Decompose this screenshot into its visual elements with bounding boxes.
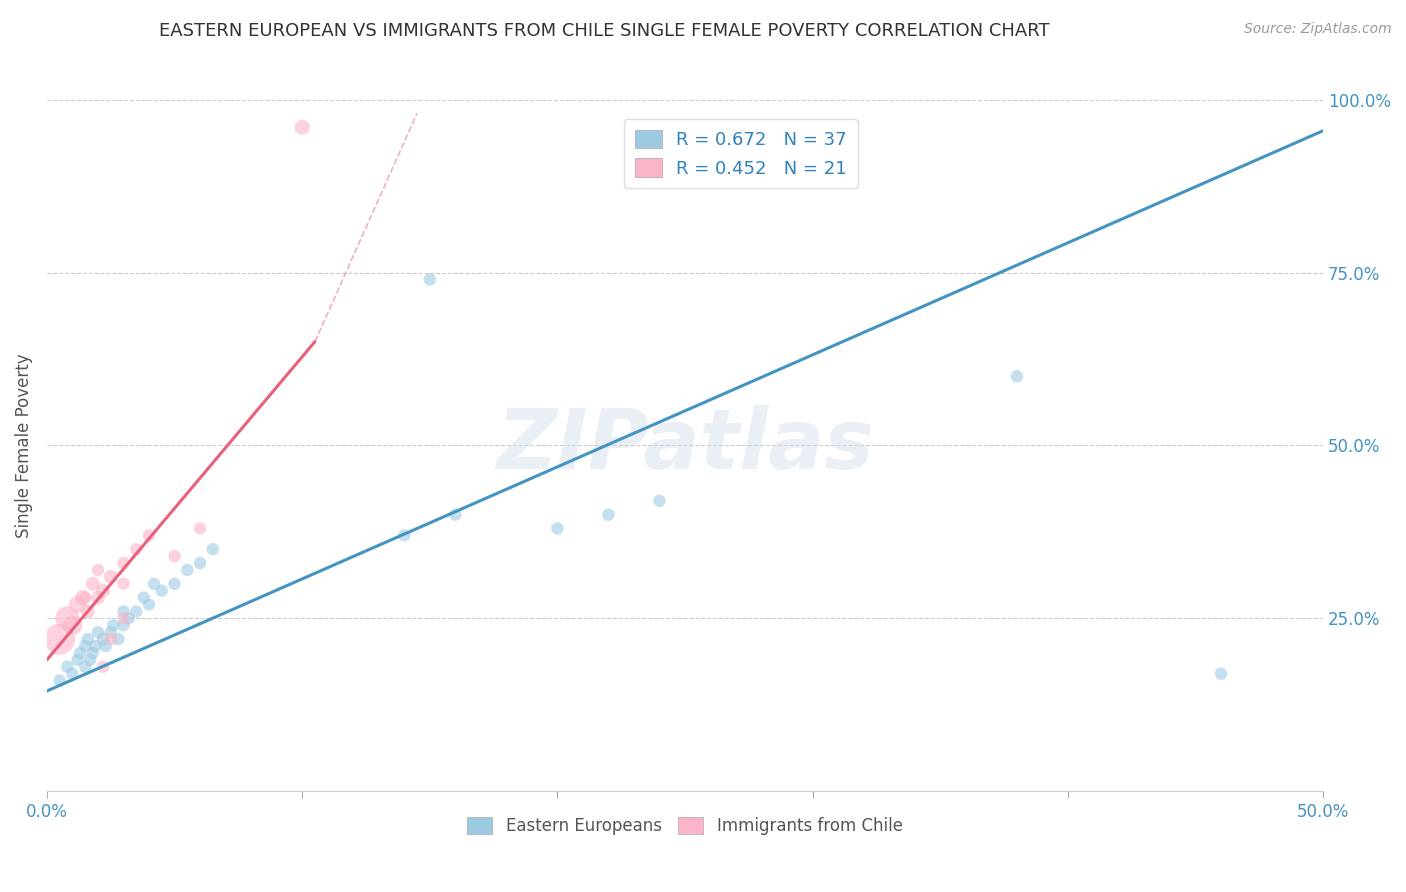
Text: EASTERN EUROPEAN VS IMMIGRANTS FROM CHILE SINGLE FEMALE POVERTY CORRELATION CHAR: EASTERN EUROPEAN VS IMMIGRANTS FROM CHIL…	[159, 22, 1050, 40]
Point	[79, 653, 101, 667]
Point	[87, 591, 110, 605]
Point	[76, 604, 98, 618]
Point	[444, 508, 467, 522]
Point	[150, 583, 173, 598]
Point	[648, 493, 671, 508]
Point	[201, 542, 224, 557]
Point	[107, 632, 129, 646]
Point	[62, 666, 84, 681]
Point	[188, 521, 211, 535]
Point	[91, 660, 114, 674]
Point	[163, 576, 186, 591]
Point	[72, 591, 94, 605]
Point	[76, 632, 98, 646]
Point	[163, 549, 186, 563]
Point	[1005, 369, 1028, 384]
Point	[117, 611, 139, 625]
Point	[87, 625, 110, 640]
Point	[112, 618, 135, 632]
Point	[125, 542, 148, 557]
Point	[419, 272, 441, 286]
Point	[75, 591, 97, 605]
Point	[125, 604, 148, 618]
Point	[1209, 666, 1232, 681]
Point	[176, 563, 198, 577]
Legend: Eastern Europeans, Immigrants from Chile: Eastern Europeans, Immigrants from Chile	[461, 810, 910, 842]
Point	[75, 660, 97, 674]
Point	[801, 120, 824, 135]
Point	[112, 556, 135, 570]
Point	[91, 583, 114, 598]
Point	[66, 598, 89, 612]
Point	[188, 556, 211, 570]
Point	[82, 646, 104, 660]
Point	[84, 639, 107, 653]
Point	[94, 639, 117, 653]
Point	[62, 618, 84, 632]
Text: Source: ZipAtlas.com: Source: ZipAtlas.com	[1244, 22, 1392, 37]
Point	[100, 625, 122, 640]
Point	[100, 632, 122, 646]
Point	[69, 646, 91, 660]
Point	[48, 632, 70, 646]
Point	[87, 563, 110, 577]
Point	[82, 576, 104, 591]
Point	[100, 570, 122, 584]
Point	[143, 576, 166, 591]
Point	[56, 611, 79, 625]
Point	[75, 639, 97, 653]
Point	[598, 508, 620, 522]
Point	[66, 653, 89, 667]
Y-axis label: Single Female Poverty: Single Female Poverty	[15, 353, 32, 538]
Point	[132, 591, 155, 605]
Point	[291, 120, 314, 135]
Point	[112, 611, 135, 625]
Text: ZIPatlas: ZIPatlas	[496, 405, 875, 486]
Point	[112, 576, 135, 591]
Point	[138, 598, 160, 612]
Point	[138, 528, 160, 542]
Point	[112, 604, 135, 618]
Point	[91, 632, 114, 646]
Point	[103, 618, 125, 632]
Point	[394, 528, 416, 542]
Point	[56, 660, 79, 674]
Point	[48, 673, 70, 688]
Point	[546, 521, 568, 535]
